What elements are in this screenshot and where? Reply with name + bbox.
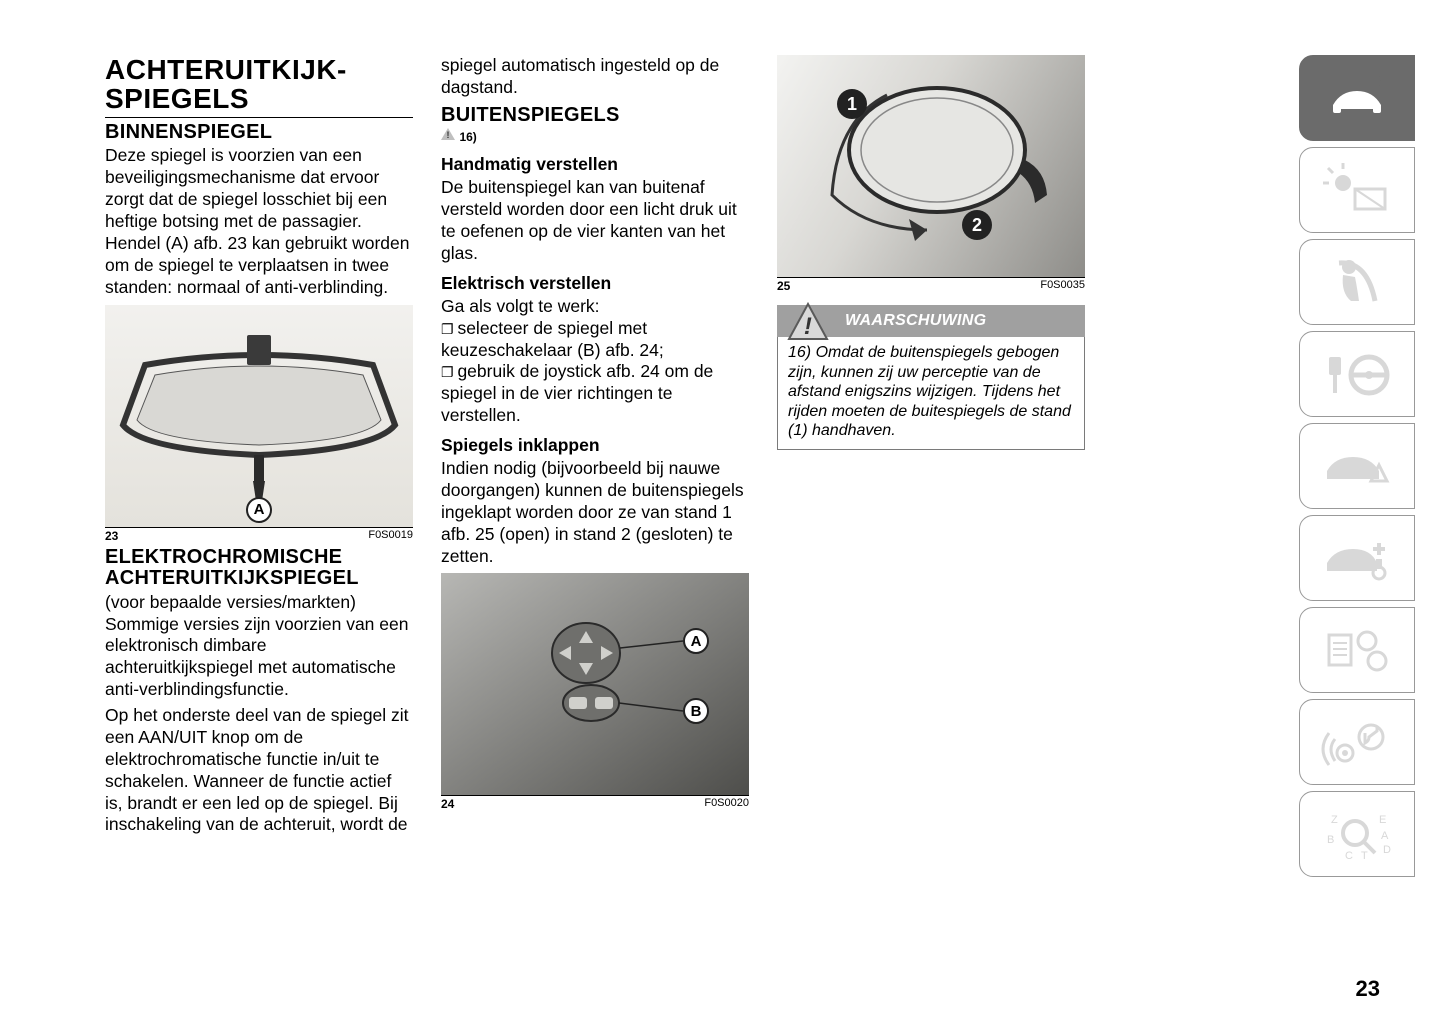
warning-header: ! WAARSCHUWING bbox=[777, 305, 1085, 337]
tab-vehicle-info[interactable]: i bbox=[1299, 55, 1415, 141]
svg-text:E: E bbox=[1379, 814, 1386, 826]
tab-index[interactable]: Z E B A CT D bbox=[1299, 791, 1415, 877]
figure-24: A B bbox=[441, 573, 749, 796]
page-content: ACHTERUITKIJK-SPIEGELS BINNENSPIEGEL Dez… bbox=[105, 55, 1445, 836]
paragraph: Sommige versies zijn voorzien van een el… bbox=[105, 614, 413, 702]
svg-text:D: D bbox=[1383, 844, 1391, 856]
figure-number: 23 bbox=[105, 529, 118, 543]
figure-code: F0S0020 bbox=[704, 797, 749, 811]
svg-text:B: B bbox=[1327, 834, 1334, 846]
marker-1: 1 bbox=[837, 89, 867, 119]
figure-25: 1 2 bbox=[777, 55, 1085, 278]
tab-safety[interactable] bbox=[1299, 239, 1415, 325]
warning-box: ! WAARSCHUWING 16) Omdat de buitenspiege… bbox=[777, 305, 1085, 450]
svg-text:!: ! bbox=[804, 313, 812, 340]
figure-23-caption: 23 F0S0019 bbox=[105, 528, 413, 543]
paragraph-continuation: spiegel automatisch ingesteld op de dags… bbox=[441, 55, 749, 99]
svg-text:!: ! bbox=[447, 130, 450, 140]
warning-ref: ! 16) bbox=[441, 128, 749, 146]
figure-24-caption: 24 F0S0020 bbox=[441, 796, 749, 811]
figure-25-caption: 25 F0S0035 bbox=[777, 278, 1085, 293]
warning-icon: ! bbox=[787, 301, 829, 343]
paragraph: De buitenspiegel kan van buitenaf verste… bbox=[441, 177, 749, 265]
paragraph: Op het onderste deel van de spiegel zit … bbox=[105, 705, 413, 836]
bullet-item: gebruik de joystick afb. 24 om de spiege… bbox=[441, 361, 749, 427]
tab-maintenance[interactable] bbox=[1299, 515, 1415, 601]
figure-code: F0S0035 bbox=[1040, 279, 1085, 293]
tab-emergency[interactable] bbox=[1299, 423, 1415, 509]
paragraph: Indien nodig (bijvoorbeeld bij nauwe doo… bbox=[441, 458, 749, 567]
svg-text:T: T bbox=[1361, 850, 1368, 862]
section-title: ACHTERUITKIJK-SPIEGELS bbox=[105, 55, 413, 118]
figure-23: A bbox=[105, 305, 413, 528]
svg-text:C: C bbox=[1345, 850, 1353, 862]
column-3: 1 2 25 F0S0035 ! WAARSCHUWING 16) Omdat … bbox=[777, 55, 1085, 836]
version-note: (voor bepaalde versies/markten) bbox=[105, 592, 413, 614]
figure-code: F0S0019 bbox=[368, 529, 413, 543]
marker-A: A bbox=[246, 497, 272, 523]
subsection-buitenspiegels: BUITENSPIEGELS bbox=[441, 105, 749, 127]
subsection-elektrochromische: ELEKTROCHROMISCHE ACHTERUITKIJKSPIEGEL bbox=[105, 547, 413, 590]
figure-number: 24 bbox=[441, 797, 454, 811]
tab-lights[interactable] bbox=[1299, 147, 1415, 233]
warning-body: 16) Omdat de buitenspiegels gebogen zijn… bbox=[777, 337, 1085, 450]
bullet-item: selecteer de spiegel met keuzeschakelaar… bbox=[441, 318, 749, 362]
svg-text:Z: Z bbox=[1331, 814, 1338, 826]
figure-number: 25 bbox=[777, 279, 790, 293]
sub-inklappen: Spiegels inklappen bbox=[441, 435, 749, 456]
sub-handmatig: Handmatig verstellen bbox=[441, 154, 749, 175]
paragraph: Deze spiegel is voorzien van een beveili… bbox=[105, 145, 413, 298]
warning-title: WAARSCHUWING bbox=[845, 312, 986, 329]
svg-text:i: i bbox=[1377, 73, 1382, 89]
section-tabs-sidebar: i Z E B A CT D bbox=[1299, 55, 1415, 883]
tab-keys-steering[interactable] bbox=[1299, 331, 1415, 417]
subsection-binnenspiegel: BINNENSPIEGEL bbox=[105, 122, 413, 144]
marker-2: 2 bbox=[962, 210, 992, 240]
tab-settings[interactable] bbox=[1299, 607, 1415, 693]
sub-elektrisch: Elektrisch verstellen bbox=[441, 273, 749, 294]
page-number: 23 bbox=[1356, 976, 1380, 1002]
tab-multimedia[interactable] bbox=[1299, 699, 1415, 785]
paragraph: Ga als volgt te werk: bbox=[441, 296, 749, 318]
svg-text:A: A bbox=[1381, 830, 1389, 842]
column-2: spiegel automatisch ingesteld op de dags… bbox=[441, 55, 749, 836]
column-1: ACHTERUITKIJK-SPIEGELS BINNENSPIEGEL Dez… bbox=[105, 55, 413, 836]
warning-triangle-icon: ! bbox=[441, 128, 455, 143]
